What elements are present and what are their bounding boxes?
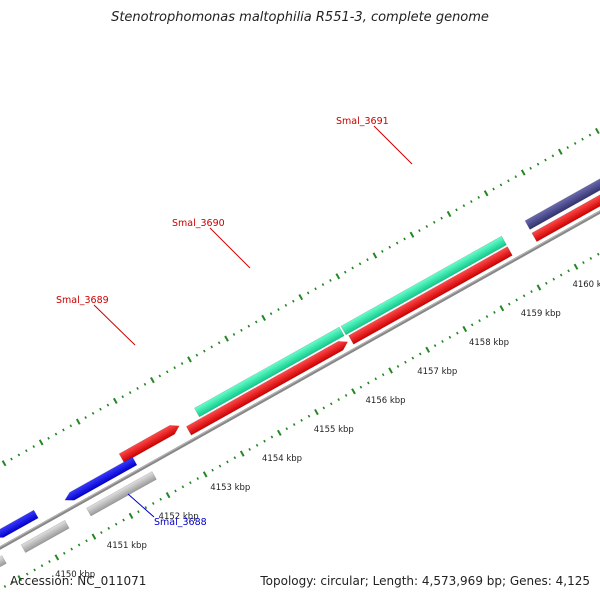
svg-text:Smal_3688: Smal_3688 xyxy=(154,517,207,528)
tick-label: 4158 kbp xyxy=(469,338,509,348)
cds-blue-1 xyxy=(0,509,39,538)
cds-gray-2 xyxy=(86,471,157,517)
tick-label: 4155 kbp xyxy=(314,425,354,435)
tick-label: 4152 kbp xyxy=(159,512,199,522)
tick-label: 4157 kbp xyxy=(417,367,457,377)
tick-dots xyxy=(1,127,600,588)
gene-label-smal-3688: Smal_3688 xyxy=(127,493,207,528)
cds-teal-1 xyxy=(194,326,345,418)
cds-red-4 xyxy=(531,163,600,243)
tick-label: 4153 kbp xyxy=(210,483,250,493)
cds-gray-1 xyxy=(20,519,70,554)
tick-label: 4156 kbp xyxy=(366,396,406,406)
cds-teal-2 xyxy=(340,235,507,336)
tick-row-lower xyxy=(3,252,600,588)
genome-summary-text: Topology: circular; Length: 4,573,969 bp… xyxy=(260,574,590,588)
cds-blue-2 xyxy=(64,456,138,501)
cds-red-1 xyxy=(118,425,180,463)
gene-label-smal-3690: Smal_3690 xyxy=(172,218,251,269)
gene-label-smal-3689: Smal_3689 xyxy=(56,295,136,346)
tick-label: 4151 kbp xyxy=(107,541,147,551)
svg-text:Smal_3690: Smal_3690 xyxy=(172,218,225,229)
tick-label: 4150 kbp xyxy=(55,570,95,580)
genome-backbone xyxy=(0,210,600,550)
svg-text:Smal_3691: Smal_3691 xyxy=(336,116,389,127)
tick-label: 4154 kbp xyxy=(262,454,302,464)
cds-gray-3 xyxy=(0,555,7,583)
tick-row-upper xyxy=(1,127,600,467)
features xyxy=(0,150,600,583)
cds-red-2 xyxy=(185,341,349,436)
gene-label-smal-3691: Smal_3691 xyxy=(336,116,413,165)
cds-navy-1 xyxy=(524,150,600,230)
accession-text: Accession: NC_011071 xyxy=(10,574,147,588)
tick-label: 4159 kbp xyxy=(521,309,561,319)
cds-red-3 xyxy=(348,246,513,345)
tick-label: 4160 kbp xyxy=(572,280,600,290)
map-title: Stenotrophomonas maltophilia R551-3, com… xyxy=(111,10,489,25)
svg-text:Smal_3689: Smal_3689 xyxy=(56,295,109,306)
labels: 4150 kbp 4151 kbp 4152 kbp 4153 kbp 4154 kbp… xyxy=(55,116,600,580)
